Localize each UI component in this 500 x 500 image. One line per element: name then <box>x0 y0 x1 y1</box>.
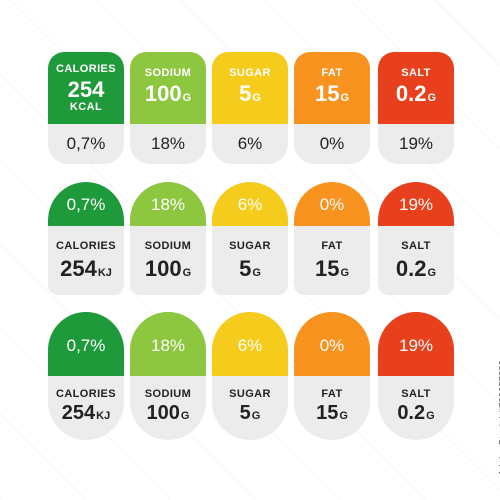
percent-cap: 18% <box>130 182 206 226</box>
percent-half: 0,7% <box>48 312 124 376</box>
nutrient-name: CALORIES <box>55 239 117 252</box>
daily-percent: 0,7% <box>66 134 106 153</box>
fat-label: FAT 15G 0% <box>294 52 370 164</box>
nutrient-value: 254KJ <box>60 255 112 281</box>
daily-percent: 6% <box>237 336 263 355</box>
nutrient-value: 254KJ <box>61 402 111 424</box>
daily-percent: 0% <box>319 336 345 355</box>
nutrient-value: 5G <box>239 81 261 106</box>
daily-percent: 0% <box>319 195 345 214</box>
daily-percent: 19% <box>398 134 434 153</box>
nutrient-name: SALT <box>401 239 431 252</box>
fat-label: 0% FAT 15G <box>294 312 370 440</box>
calories-label: CALORIES 254 KCAL 0,7% <box>48 52 124 164</box>
fat-label: 0% FAT 15G <box>294 182 370 295</box>
nutrient-name: SODIUM <box>144 388 192 400</box>
percent-half: 0% <box>294 312 370 376</box>
salt-label: 19% SALT 0.2G <box>378 182 454 295</box>
daily-percent: 0% <box>319 134 345 153</box>
label-row-style-1: CALORIES 254 KCAL 0,7% SODIUM 100G 18% S… <box>48 52 454 164</box>
value-block: SODIUM 100G <box>130 376 206 440</box>
sugar-label: SUGAR 5G 6% <box>212 52 288 164</box>
nutrient-value: 100G <box>144 255 192 281</box>
nutrient-value: 0.2G <box>397 402 435 424</box>
nutrient-name: SALT <box>401 388 431 400</box>
percent-cap: 19% <box>378 182 454 226</box>
nutrient-value: 100G <box>144 81 192 106</box>
value-block: SODIUM 100G <box>130 226 206 295</box>
percent-cap: 0,7% <box>48 182 124 226</box>
nutrient-value: 0.2G <box>395 255 437 281</box>
nutrient-value: 15G <box>314 255 350 281</box>
nutrient-name: SODIUM <box>144 239 192 252</box>
sugar-value-block: SUGAR 5G <box>212 52 288 124</box>
daily-percent: 18% <box>150 195 186 214</box>
value-block: SUGAR 5G <box>212 376 288 440</box>
daily-percent: 0,7% <box>66 195 106 214</box>
nutrient-unit: KCAL <box>69 101 103 113</box>
salt-label: SALT 0.2G 19% <box>378 52 454 164</box>
label-row-style-2: 0,7% CALORIES 254KJ 18% SODIUM 100G 6% S… <box>48 182 454 295</box>
calories-label: 0,7% CALORIES 254KJ <box>48 312 124 440</box>
percent-cap: 6% <box>212 182 288 226</box>
nutrient-name: SODIUM <box>144 67 192 79</box>
sugar-label: 6% SUGAR 5G <box>212 312 288 440</box>
percent-cap: 0% <box>294 182 370 226</box>
nutrient-name: SUGAR <box>229 388 271 400</box>
percent-block: 0% <box>294 124 370 164</box>
nutrient-value: 15G <box>316 402 348 424</box>
nutrient-value: 5G <box>239 402 261 424</box>
value-block: SALT 0.2G <box>378 376 454 440</box>
sodium-value-block: SODIUM 100G <box>130 52 206 124</box>
value-block: CALORIES 254KJ <box>48 226 124 295</box>
nutrient-value: 0.2G <box>395 81 437 106</box>
daily-percent: 0,7% <box>66 336 106 355</box>
nutrient-name: SUGAR <box>229 67 271 79</box>
percent-block: 18% <box>130 124 206 164</box>
percent-half: 19% <box>378 312 454 376</box>
percent-block: 6% <box>212 124 288 164</box>
nutrient-name: CALORIES <box>55 388 117 400</box>
daily-percent: 6% <box>237 134 263 153</box>
daily-percent: 19% <box>398 195 434 214</box>
value-block: CALORIES 254KJ <box>48 376 124 440</box>
value-block: FAT 15G <box>294 226 370 295</box>
nutrient-name: SALT <box>401 67 431 79</box>
percent-block: 0,7% <box>48 124 124 164</box>
label-row-style-3: 0,7% CALORIES 254KJ 18% SODIUM 100G 6% S… <box>48 312 454 440</box>
salt-label: 19% SALT 0.2G <box>378 312 454 440</box>
daily-percent: 18% <box>150 134 186 153</box>
salt-value-block: SALT 0.2G <box>378 52 454 124</box>
nutrient-value: 254 <box>67 77 105 102</box>
nutrient-name: FAT <box>321 67 343 79</box>
sodium-label: SODIUM 100G 18% <box>130 52 206 164</box>
nutrient-value: 100G <box>146 402 190 424</box>
nutrient-value: 5G <box>239 255 261 281</box>
nutrient-name: CALORIES <box>55 63 117 75</box>
nutrient-value: 15G <box>314 81 350 106</box>
daily-percent: 18% <box>150 336 186 355</box>
value-block: SALT 0.2G <box>378 226 454 295</box>
nutrient-name: FAT <box>321 388 343 400</box>
sugar-label: 6% SUGAR 5G <box>212 182 288 295</box>
percent-block: 19% <box>378 124 454 164</box>
value-block: SUGAR 5G <box>212 226 288 295</box>
daily-percent: 6% <box>237 195 263 214</box>
daily-percent: 19% <box>398 336 434 355</box>
percent-half: 18% <box>130 312 206 376</box>
sodium-label: 18% SODIUM 100G <box>130 182 206 295</box>
fat-value-block: FAT 15G <box>294 52 370 124</box>
value-block: FAT 15G <box>294 376 370 440</box>
calories-value-block: CALORIES 254 KCAL <box>48 52 124 124</box>
nutrient-name: SUGAR <box>229 239 271 252</box>
nutrient-name: FAT <box>321 239 343 252</box>
sodium-label: 18% SODIUM 100G <box>130 312 206 440</box>
calories-label: 0,7% CALORIES 254KJ <box>48 182 124 295</box>
percent-half: 6% <box>212 312 288 376</box>
